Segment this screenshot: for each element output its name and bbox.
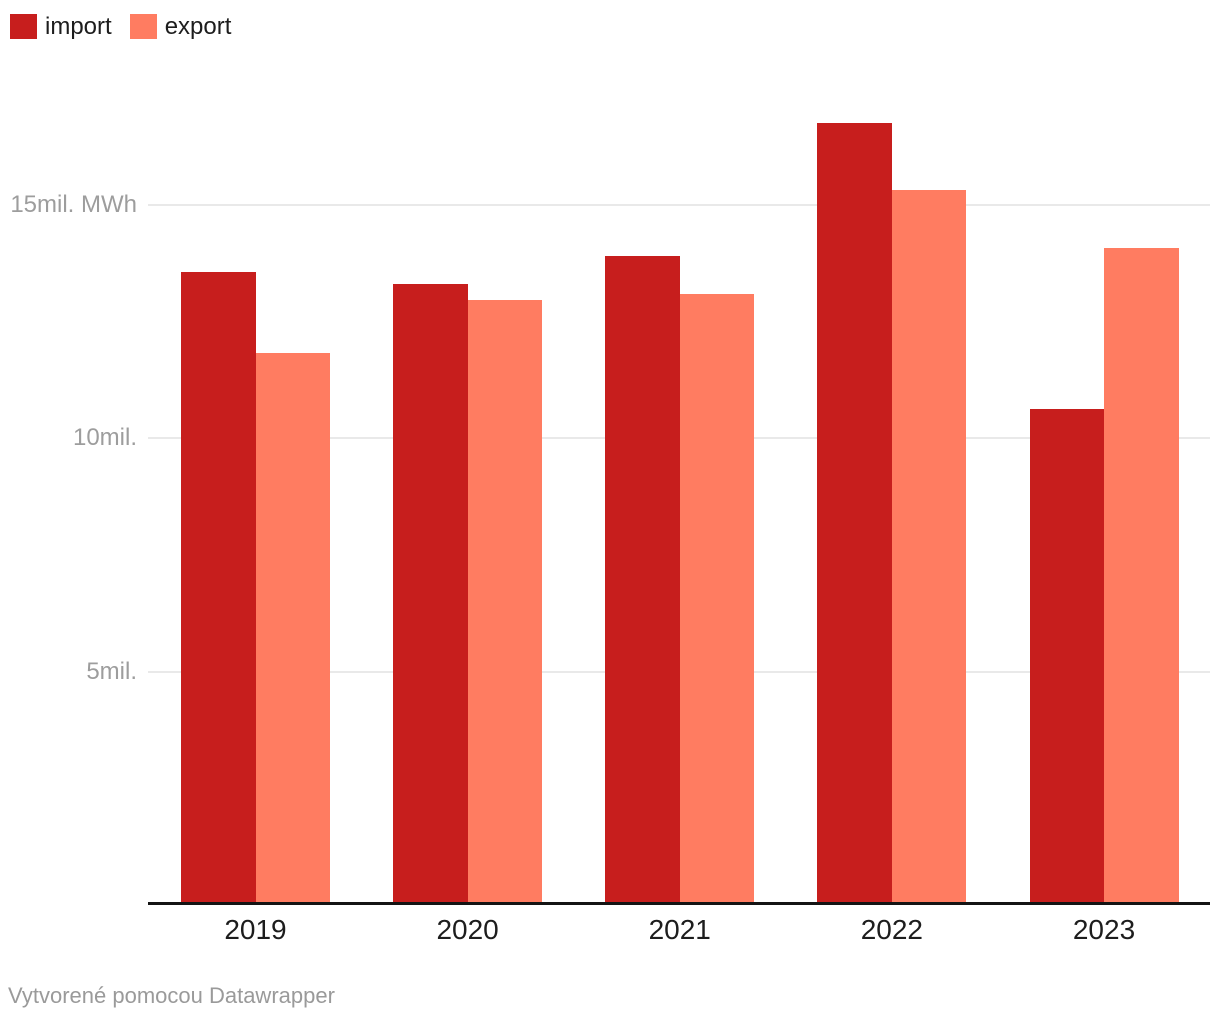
bar-import-2022[interactable] (817, 122, 892, 905)
legend: import export (10, 14, 231, 39)
legend-label-export: export (164, 13, 232, 40)
legend-item-import: import (10, 14, 112, 39)
y-axis-tick-label: 5mil. (86, 657, 137, 685)
import-swatch-icon (10, 14, 37, 39)
y-axis-tick-label: 10mil. (72, 424, 137, 452)
attribution: Vytvorené pomocou Datawrapper (8, 983, 335, 1008)
x-axis-tick-label-2019: 2019 (224, 914, 287, 945)
x-axis-tick-label-2022: 2022 (860, 914, 924, 945)
export-swatch-icon (129, 14, 157, 39)
legend-label-import: import (45, 13, 112, 40)
bar-export-2023[interactable] (1104, 248, 1179, 905)
x-axis-line (148, 902, 1210, 905)
gridline-15mil (148, 204, 1210, 207)
bar-import-2019[interactable] (181, 272, 256, 905)
bar-import-2021[interactable] (605, 256, 680, 905)
y-axis-tick-label: 15mil. MWh (10, 191, 137, 219)
bar-export-2020[interactable] (467, 300, 543, 905)
x-axis-tick-label-2021: 2021 (648, 914, 711, 945)
bar-export-2019[interactable] (255, 353, 330, 905)
bar-import-2020[interactable] (393, 284, 468, 905)
bar-export-2022[interactable] (891, 189, 967, 905)
legend-item-export: export (129, 13, 232, 40)
x-axis-tick-label-2020: 2020 (436, 914, 499, 945)
bar-export-2021[interactable] (679, 293, 755, 905)
bar-import-2023[interactable] (1029, 409, 1105, 905)
x-axis-tick-label-2023: 2023 (1072, 914, 1136, 945)
